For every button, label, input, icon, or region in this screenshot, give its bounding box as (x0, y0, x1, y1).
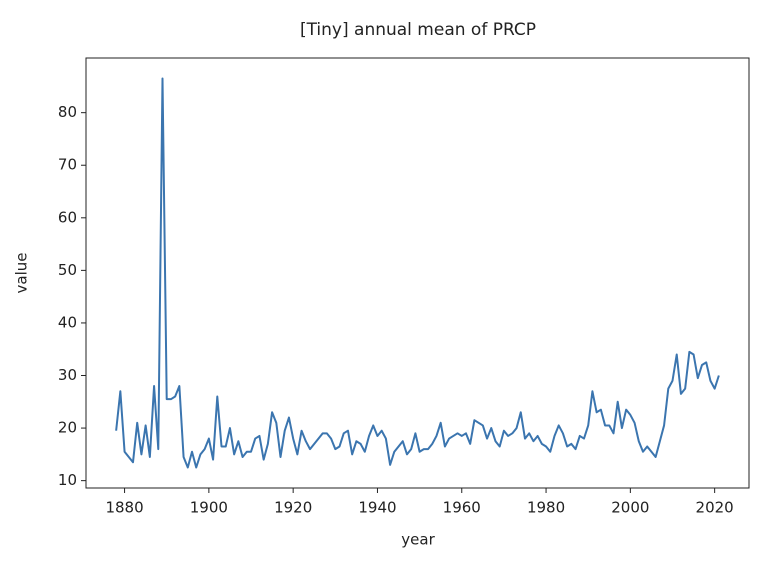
y-tick-label: 80 (58, 103, 77, 121)
x-tick-label: 2020 (696, 499, 734, 517)
x-tick-label: 1920 (274, 499, 312, 517)
x-tick-label: 1960 (443, 499, 481, 517)
y-tick-label: 70 (58, 156, 77, 174)
x-tick-label: 2000 (611, 499, 649, 517)
y-tick-label: 50 (58, 261, 77, 279)
data-line (115, 77, 720, 469)
y-tick-label: 60 (58, 208, 77, 226)
plot-frame (85, 57, 750, 489)
x-tick-label: 1900 (190, 499, 228, 517)
y-tick-label: 30 (58, 366, 77, 384)
y-tick-label: 10 (58, 471, 77, 489)
y-axis-label: value (13, 253, 31, 294)
x-tick-label: 1940 (358, 499, 396, 517)
y-tick-label: 40 (58, 313, 77, 331)
x-axis-label: year (401, 531, 435, 549)
chart-title: [Tiny] annual mean of PRCP (300, 20, 536, 40)
x-tick-label: 1880 (105, 499, 143, 517)
y-tick-label: 20 (58, 419, 77, 437)
x-tick-label: 1980 (527, 499, 565, 517)
